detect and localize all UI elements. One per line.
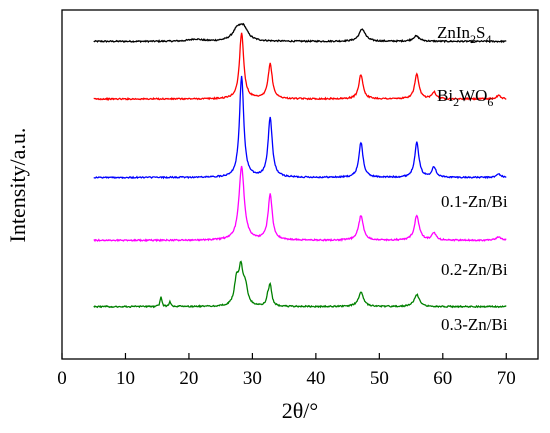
series-line-0 <box>93 22 507 44</box>
series-label-1: Bi2WO6 <box>437 86 493 109</box>
x-tick-label: 50 <box>370 368 389 389</box>
x-tick-label: 30 <box>243 368 262 389</box>
x-tick-label: 0 <box>57 368 67 389</box>
x-tick-label: 10 <box>116 368 135 389</box>
series-group <box>93 22 507 309</box>
series-label-0: ZnIn2S4 <box>437 23 492 46</box>
series-line-4 <box>93 260 507 309</box>
series-line-1 <box>93 32 507 101</box>
plot-frame <box>61 9 539 360</box>
x-tick-label: 70 <box>497 368 516 389</box>
x-tick-label: 40 <box>306 368 325 389</box>
series-line-3 <box>93 165 507 243</box>
x-ticks: 0 10 20 30 40 50 60 70 <box>57 353 516 389</box>
x-tick-label: 60 <box>433 368 452 389</box>
x-tick-label: 20 <box>179 368 198 389</box>
series-label-3: 0.2-Zn/Bi <box>441 260 508 279</box>
x-axis-title: 2θ/° <box>282 398 318 423</box>
series-label-4: 0.3-Zn/Bi <box>441 315 508 334</box>
series-label-2: 0.1-Zn/Bi <box>441 192 508 211</box>
y-axis-title: Intensity/a.u. <box>5 128 30 243</box>
series-line-2 <box>93 75 507 180</box>
series-labels: ZnIn2S4 Bi2WO6 0.1-Zn/Bi 0.2-Zn/Bi 0.3-Zn/Bi <box>437 23 508 334</box>
